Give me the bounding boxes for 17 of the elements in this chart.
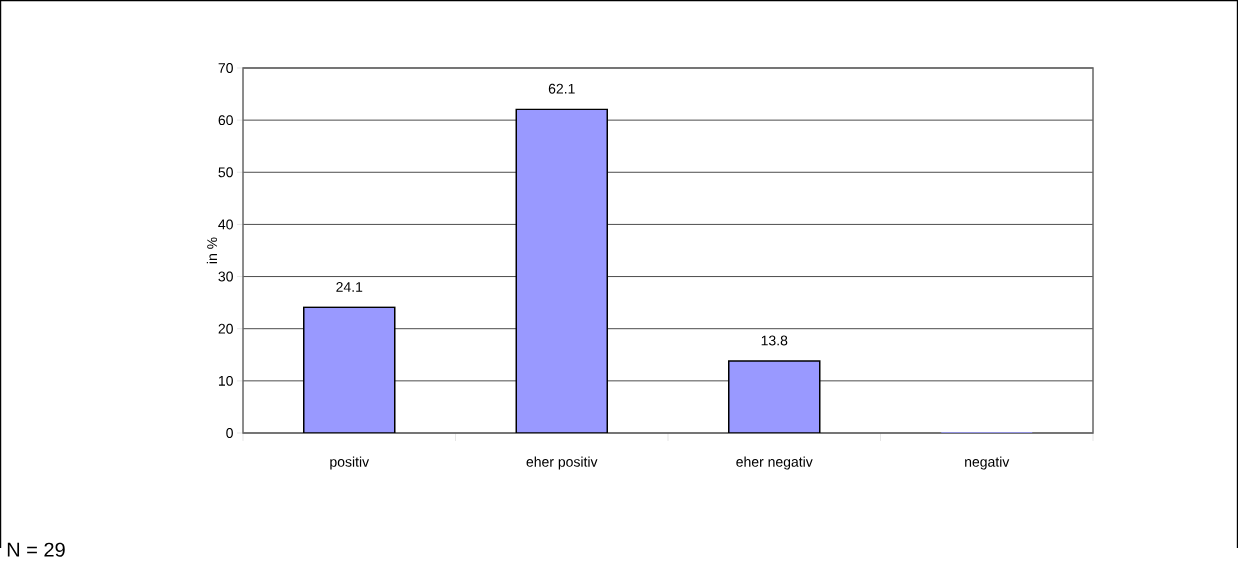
y-tick-label: 60 [218, 115, 233, 126]
data-label: 13.8 [761, 335, 788, 346]
y-tick-label: 30 [218, 271, 233, 282]
y-tick-label: 50 [218, 167, 233, 178]
y-axis-title: in % [206, 237, 218, 264]
y-tick-label: 70 [218, 63, 233, 73]
y-tick-label: 40 [218, 219, 233, 230]
y-tick-label: 20 [218, 323, 233, 334]
x-tick-label: eher positiv [526, 456, 598, 470]
x-tick-label: positiv [330, 456, 370, 470]
data-label: 24.1 [336, 282, 363, 292]
text: N = 29 [7, 542, 65, 557]
y-tick-label: 10 [218, 375, 233, 386]
y-tick-label: 0 [226, 428, 233, 438]
x-tick-label: negativ [965, 456, 1010, 470]
data-label: 62.1 [548, 83, 575, 94]
x-tick-label: eher negativ [736, 456, 813, 470]
